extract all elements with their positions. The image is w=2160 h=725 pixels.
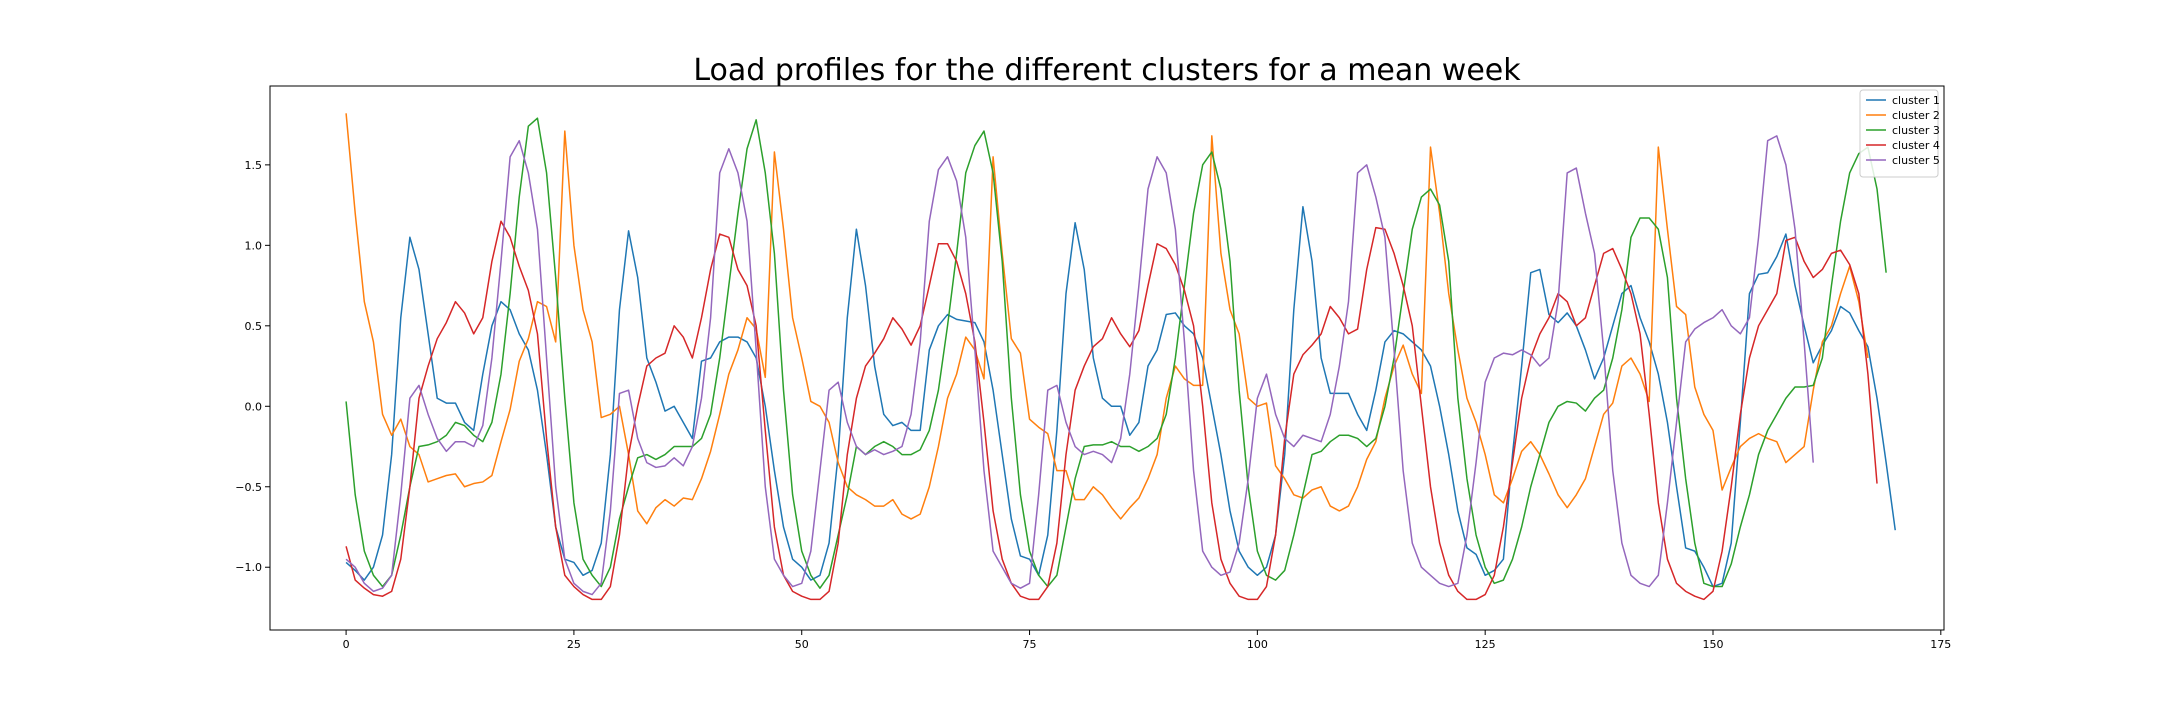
legend-label: cluster 4 <box>1892 139 1940 152</box>
series-line-cluster-4 <box>345 220 1878 601</box>
x-tick-label: 75 <box>1023 638 1037 651</box>
axes-layer: 0 25 50 75 100 125 150 175 −1.0 −0.5 0.0 0.5 1.0 1.5 <box>235 85 1951 651</box>
y-tick-label: 0.5 <box>245 320 263 333</box>
y-tick-label: 1.0 <box>245 239 263 252</box>
series-layer <box>345 113 1896 601</box>
chart-title: Load profiles for the different clusters… <box>693 53 1521 88</box>
x-tick-label: 150 <box>1702 638 1723 651</box>
series-line-cluster-5 <box>345 135 1814 596</box>
series-line-cluster-3 <box>345 117 1887 589</box>
series-line-cluster-1 <box>345 205 1896 588</box>
plot-frame <box>269 85 1945 631</box>
legend-label: cluster 3 <box>1892 124 1940 137</box>
legend-box <box>1859 89 1939 178</box>
y-tick-label: 1.5 <box>245 159 263 172</box>
series-line-cluster-2 <box>345 113 1869 525</box>
y-tick-label: 0.0 <box>245 400 263 413</box>
y-tick-label: −1.0 <box>235 561 262 574</box>
legend-label: cluster 1 <box>1892 94 1940 107</box>
legend: cluster 1 cluster 2 cluster 3 cluster 4 clus… <box>1859 89 1940 178</box>
y-tick-label: −0.5 <box>235 481 262 494</box>
x-tick-label: 125 <box>1475 638 1496 651</box>
x-tick-label: 100 <box>1247 638 1268 651</box>
x-tick-label: 0 <box>343 638 350 651</box>
x-tick-label: 50 <box>795 638 809 651</box>
x-tick-label: 175 <box>1930 638 1951 651</box>
legend-label: cluster 2 <box>1892 109 1940 122</box>
x-tick-label: 25 <box>567 638 581 651</box>
legend-label: cluster 5 <box>1892 154 1940 167</box>
